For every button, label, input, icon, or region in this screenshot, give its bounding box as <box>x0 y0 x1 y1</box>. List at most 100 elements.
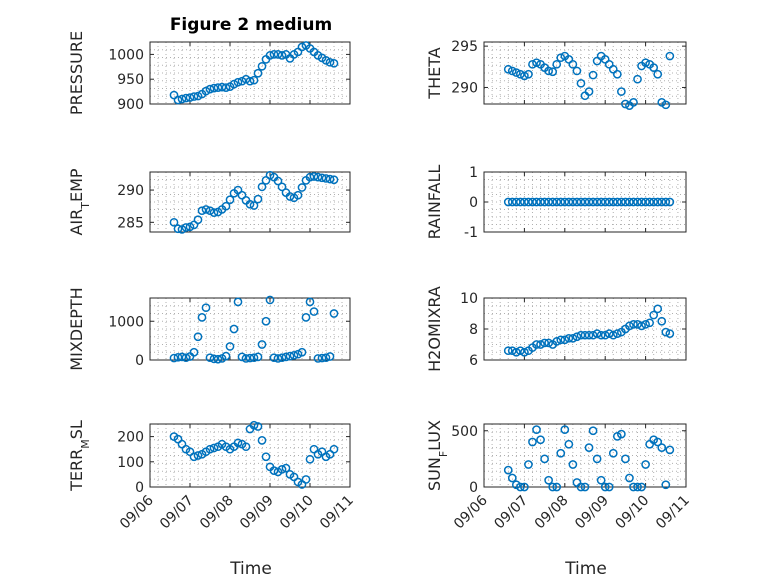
data-point <box>245 76 255 86</box>
data-point <box>641 197 650 207</box>
data-point <box>592 197 602 207</box>
x-tick-label: 09/07 <box>157 493 197 533</box>
x-tick-label: 09/11 <box>317 493 357 533</box>
data-point <box>265 51 275 60</box>
data-point <box>596 330 606 340</box>
data-point <box>511 347 521 357</box>
data-point <box>568 59 578 69</box>
x-tick-label: 09/07 <box>491 493 531 533</box>
data-point <box>536 340 545 349</box>
data-point <box>201 303 211 313</box>
data-point <box>653 304 663 314</box>
data-point <box>556 53 566 63</box>
y-tick-label: 900 <box>117 97 144 113</box>
data-point <box>269 353 279 363</box>
data-point <box>253 422 263 431</box>
data-point <box>277 353 287 363</box>
data-point <box>237 352 247 362</box>
data-point <box>281 463 291 473</box>
data-point <box>548 482 558 492</box>
data-point <box>269 466 279 475</box>
data-point <box>665 197 675 207</box>
x-tick-label: 09/10 <box>613 493 653 533</box>
data-point <box>297 347 307 357</box>
data-point <box>524 197 533 207</box>
y-axis-label: AIRTEMP <box>67 168 92 235</box>
data-point <box>580 91 590 101</box>
data-point <box>265 295 275 305</box>
data-point <box>532 197 541 207</box>
data-point <box>584 443 594 452</box>
data-point <box>588 70 598 80</box>
y-tick-label: 10 <box>460 291 478 307</box>
y-tick-label: 6 <box>469 353 478 369</box>
subplot-sun-flux: 0 500 09/06 09/07 09/08 09/09 09/10 09/11 SUNFLU… <box>425 420 693 579</box>
data-point <box>540 454 549 464</box>
data-point <box>625 473 634 483</box>
data-point <box>649 63 659 72</box>
data-point <box>213 83 223 92</box>
data-point <box>657 197 667 207</box>
subplot-pressure: 900 950 1000 PRESSURE <box>67 31 351 115</box>
data-point <box>189 452 199 462</box>
data-point <box>633 197 642 207</box>
data-point <box>520 347 529 357</box>
data-point <box>588 330 598 340</box>
subplot-air-temp: 285 290 AIRTEMP <box>67 168 351 236</box>
data-point <box>600 330 610 340</box>
x-tick-label: 09/10 <box>277 493 317 533</box>
data-point <box>197 313 207 322</box>
data-point <box>661 100 671 110</box>
data-point <box>584 87 594 96</box>
data-point <box>621 454 630 464</box>
data-point <box>588 426 598 436</box>
x-tick-label: 09/11 <box>653 493 693 533</box>
data-point <box>507 66 517 76</box>
data-point <box>281 352 291 362</box>
data-point <box>568 197 578 207</box>
data-point <box>584 330 594 340</box>
data-point <box>528 59 537 69</box>
data-point <box>313 172 323 182</box>
y-tick-label: 1000 <box>108 47 144 63</box>
data-point <box>233 77 243 87</box>
data-point <box>297 183 307 192</box>
data-point <box>293 190 303 200</box>
subplot-mixdepth: 0 1000 MIXDEPTH <box>67 287 351 371</box>
axes-frame <box>483 41 687 105</box>
data-point <box>568 460 578 469</box>
y-tick-label: 200 <box>117 430 144 446</box>
data-point <box>580 482 590 492</box>
data-point <box>532 340 541 349</box>
data-point <box>189 347 199 357</box>
data-point <box>528 437 537 447</box>
data-point <box>600 197 610 207</box>
y-tick-label: 100 <box>117 455 144 471</box>
data-point <box>576 482 586 492</box>
data-point <box>189 92 199 101</box>
data-point <box>548 197 558 207</box>
y-tick-label: -1 <box>464 225 478 241</box>
x-axis-label: Time <box>564 559 607 579</box>
data-point <box>552 59 562 69</box>
data-point <box>544 338 553 348</box>
data-point <box>617 197 626 207</box>
data-point <box>641 58 650 68</box>
data-point <box>516 482 525 492</box>
data-point <box>612 197 622 207</box>
y-tick-label: 0 <box>135 353 144 369</box>
data-point <box>564 333 574 343</box>
data-point <box>285 192 295 201</box>
data-point <box>653 437 663 447</box>
data-point <box>221 201 231 211</box>
data-point <box>536 435 545 445</box>
data-point <box>209 354 219 364</box>
data-point <box>580 197 590 207</box>
data-point <box>181 223 191 232</box>
data-point <box>645 318 654 328</box>
data-point <box>305 297 315 307</box>
data-point <box>249 75 259 85</box>
data-point <box>181 353 191 363</box>
data-point <box>608 197 618 207</box>
